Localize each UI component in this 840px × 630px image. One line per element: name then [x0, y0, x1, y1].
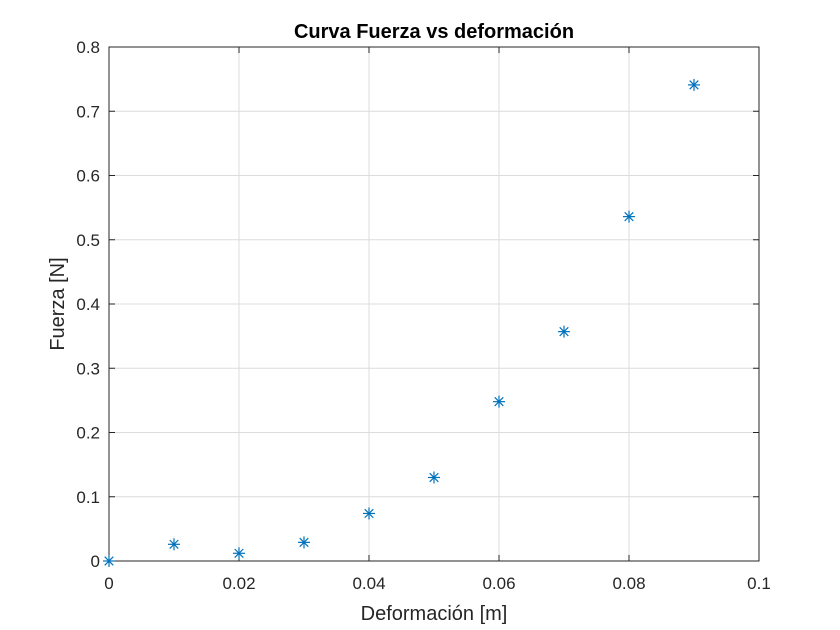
data-point — [298, 536, 310, 549]
x-tick-label: 0.08 — [612, 574, 645, 593]
x-tick-label: 0.06 — [482, 574, 515, 593]
data-point — [233, 547, 245, 560]
x-tick-label: 0.02 — [222, 574, 255, 593]
data-point — [168, 538, 180, 551]
x-tick-label: 0 — [104, 574, 113, 593]
y-tick-label: 0.5 — [76, 231, 100, 250]
data-point — [558, 325, 570, 338]
y-tick-label: 0.7 — [76, 102, 100, 121]
data-point — [493, 395, 505, 408]
y-tick-label: 0.4 — [76, 295, 100, 314]
y-tick-label: 0 — [91, 552, 100, 571]
y-tick-label: 0.2 — [76, 424, 100, 443]
x-axis-label: Deformación [m] — [361, 603, 508, 625]
data-point — [363, 507, 375, 520]
data-point — [428, 471, 440, 484]
data-point — [688, 78, 700, 91]
data-point — [103, 555, 115, 567]
x-tick-label: 0.1 — [747, 574, 771, 593]
data-point — [623, 210, 635, 223]
y-tick-label: 0.1 — [76, 488, 100, 507]
y-tick-label: 0.3 — [76, 359, 100, 378]
y-axis-label: Fuerza [N] — [47, 257, 69, 350]
y-tick-label: 0.6 — [76, 167, 100, 186]
y-tick-label: 0.8 — [76, 38, 100, 57]
chart-title: Curva Fuerza vs deformación — [294, 21, 574, 43]
data-points — [103, 78, 700, 567]
x-tick-label: 0.04 — [352, 574, 385, 593]
